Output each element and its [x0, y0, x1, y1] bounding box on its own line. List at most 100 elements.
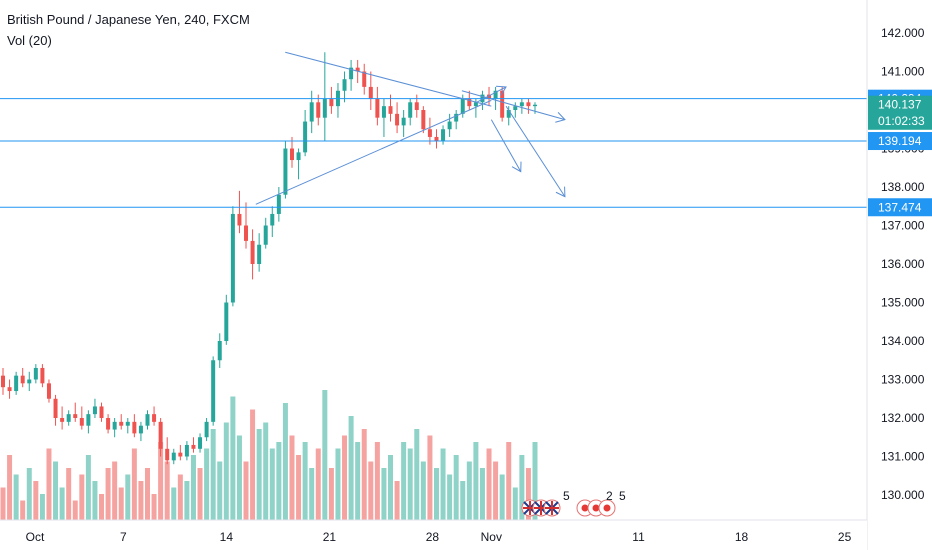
volume-bar — [144, 468, 150, 520]
volume-bar — [394, 481, 400, 520]
horizontal-levels[interactable] — [0, 98, 867, 208]
volume-bar — [348, 416, 354, 520]
event-count-badge: 5 — [563, 489, 570, 503]
candle-body — [33, 367, 38, 380]
candle-body — [526, 102, 531, 107]
candle-body — [132, 421, 137, 434]
price-tick-label: 142.000 — [881, 26, 925, 40]
breakout-up-arrow-head — [496, 85, 507, 96]
volume-bar — [296, 455, 302, 520]
volume-bar — [427, 435, 433, 520]
candle-body — [414, 102, 419, 110]
price-tag-level — [868, 132, 932, 151]
candle-body — [106, 418, 111, 430]
price-tick-label: 141.000 — [881, 65, 925, 79]
volume-bar — [13, 474, 19, 520]
candle-body — [467, 98, 472, 107]
volume-bar — [138, 481, 144, 520]
candle-body — [270, 213, 275, 226]
candle-body — [283, 148, 288, 195]
candle-body — [257, 244, 262, 264]
volume-bar — [479, 468, 485, 520]
symbol-title[interactable]: British Pound / Japanese Yen, 240, FXCM — [7, 12, 250, 27]
projection-arrow-mid-head — [511, 161, 522, 173]
volume-bar — [342, 435, 348, 520]
candle-body — [427, 129, 432, 137]
candle-body — [381, 106, 386, 118]
candle-body — [184, 444, 189, 457]
candle-body — [125, 421, 130, 426]
candle-body — [276, 194, 281, 214]
volume-bar — [499, 474, 505, 520]
candle-body — [296, 152, 301, 161]
candle-body — [191, 444, 196, 449]
candle-body — [86, 414, 91, 426]
candle-body — [92, 406, 97, 415]
volume-bar — [414, 429, 420, 520]
candle-body — [204, 421, 209, 438]
price-tick-label: 132.000 — [881, 411, 925, 425]
volume-bar — [374, 442, 380, 520]
candle-body — [487, 94, 492, 99]
volume-bar — [79, 474, 85, 520]
candle-body — [138, 425, 143, 434]
candle-body — [217, 341, 222, 361]
candle-body — [434, 136, 439, 141]
volume-bar — [532, 442, 538, 520]
volume-bar — [158, 442, 164, 520]
volume-bar — [204, 448, 210, 520]
time-tick-label: 18 — [735, 530, 749, 544]
price-tag-countdown — [868, 111, 932, 130]
volume-bar — [460, 481, 466, 520]
volume-bar — [184, 481, 190, 520]
volume-bar — [361, 429, 367, 520]
candle-body — [230, 213, 235, 303]
candle-body — [493, 90, 498, 99]
candle-body — [40, 367, 45, 384]
time-tick-label: Oct — [26, 530, 45, 544]
candlesticks — [1, 52, 537, 465]
trend-lines[interactable] — [255, 51, 566, 205]
volume-bar — [493, 461, 499, 520]
candle-body — [303, 121, 308, 153]
price-tag-last — [868, 95, 932, 114]
candle-body — [20, 375, 25, 384]
candle-body — [145, 414, 150, 426]
projection-arrow-mid — [490, 119, 522, 172]
candle-body — [119, 421, 124, 426]
candle-body — [14, 375, 19, 392]
volume-bar — [131, 448, 137, 520]
volume-bar — [355, 442, 361, 520]
time-axis[interactable]: Oct 7 14 21 28 Nov 11 18 25 — [0, 519, 867, 550]
candle-body — [500, 90, 505, 118]
volume-bar — [309, 468, 315, 520]
price-axis[interactable]: 142.000141.000140.000139.000138.000137.0… — [866, 0, 932, 550]
volume-bar — [33, 481, 39, 520]
candle-body — [244, 225, 249, 241]
volume-bar — [217, 461, 223, 520]
volume-bar — [486, 448, 492, 520]
candle-body — [79, 418, 84, 426]
price-tag-label: 139.194 — [878, 134, 922, 148]
volume-bar — [388, 455, 394, 520]
volume-bar — [420, 461, 426, 520]
price-tag-label: 137.474 — [878, 200, 922, 214]
volume-bar — [263, 422, 269, 520]
volume-indicator-label[interactable]: Vol (20) — [7, 33, 52, 48]
time-tick-label: 21 — [323, 530, 337, 544]
candle-body — [198, 437, 203, 449]
time-axis-bg — [0, 520, 867, 550]
volume-bar — [230, 396, 236, 520]
time-tick-label: 7 — [120, 530, 127, 544]
volume-bar — [407, 448, 413, 520]
candle-body — [395, 113, 400, 126]
volume-bar — [118, 487, 124, 520]
volume-bar — [466, 461, 472, 520]
price-tick-label: 135.000 — [881, 296, 925, 310]
volume-bar — [210, 429, 216, 520]
volume-bar — [282, 403, 288, 520]
candle-body — [355, 67, 360, 72]
event-count-badge: 5 — [619, 489, 626, 503]
